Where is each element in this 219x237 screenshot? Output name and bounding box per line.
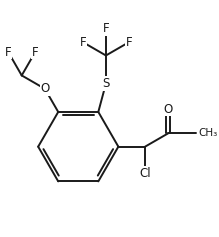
Text: F: F (5, 46, 12, 59)
Text: O: O (40, 82, 49, 95)
Text: Cl: Cl (139, 167, 151, 180)
Text: F: F (126, 36, 132, 49)
Text: S: S (102, 77, 110, 90)
Text: F: F (79, 36, 86, 49)
Text: CH₃: CH₃ (198, 128, 217, 138)
Text: F: F (32, 46, 38, 59)
Text: F: F (103, 22, 109, 35)
Text: O: O (164, 103, 173, 116)
